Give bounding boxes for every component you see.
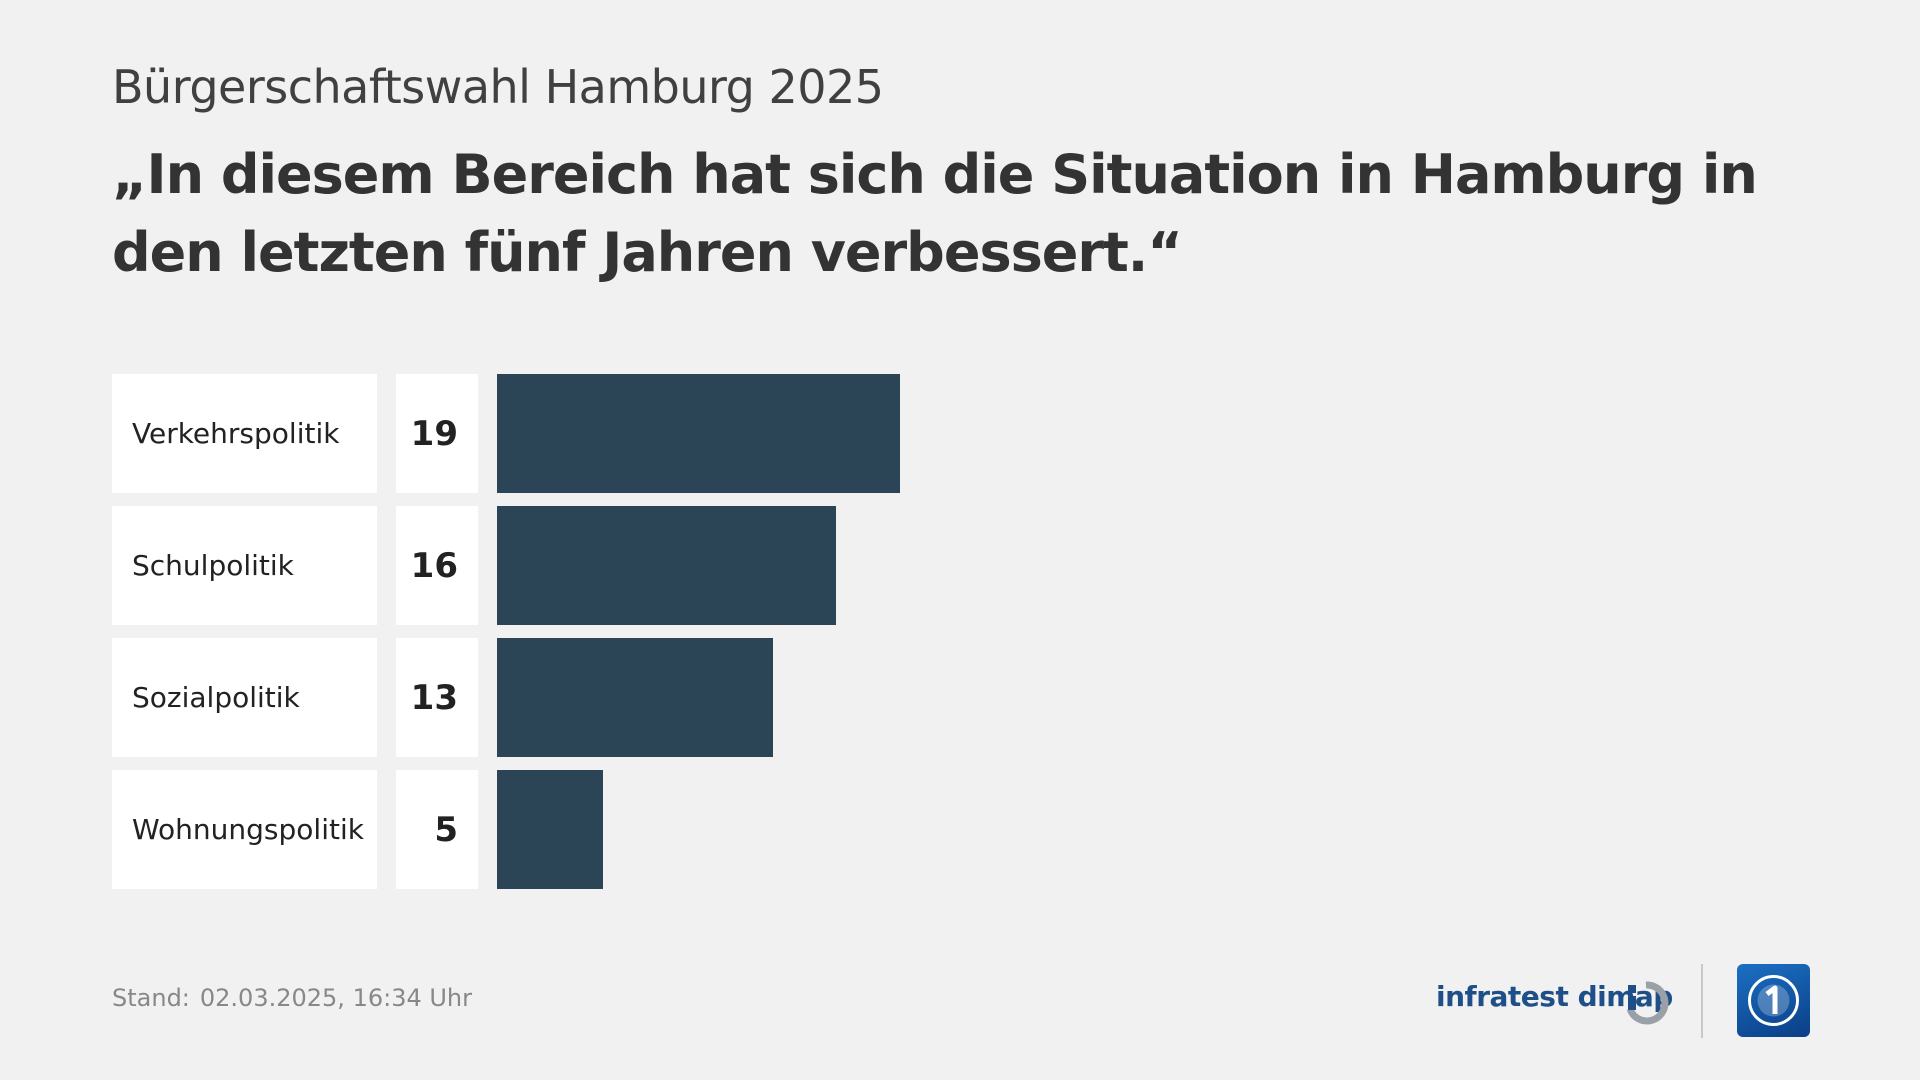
value-label: 19 — [396, 374, 478, 493]
bar — [497, 638, 773, 757]
chart-title: „In diesem Bereich hat sich die Situatio… — [112, 143, 1758, 284]
bar-row: Verkehrspolitik 19 — [112, 374, 1112, 493]
stand-label: Stand: — [112, 984, 190, 1012]
bar — [497, 374, 900, 493]
bar-chart: Verkehrspolitik 19 Schulpolitik 16 Sozialpol… — [112, 374, 1112, 890]
category-label: Schulpolitik — [112, 506, 377, 625]
timestamp: Stand: 02.03.2025, 16:34 Uhr — [112, 984, 472, 1012]
stand-value: 02.03.2025, 16:34 Uhr — [199, 984, 472, 1012]
chart-subtitle: Bürgerschaftswahl Hamburg 2025 — [112, 60, 884, 114]
value-label: 5 — [396, 770, 478, 889]
category-label: Verkehrspolitik — [112, 374, 377, 493]
footer-divider — [1701, 964, 1703, 1038]
bar-row: Schulpolitik 16 — [112, 506, 1112, 625]
value-label: 16 — [396, 506, 478, 625]
bar — [497, 770, 603, 889]
bar-row: Sozialpolitik 13 — [112, 638, 1112, 757]
value-label: 13 — [396, 638, 478, 757]
infratest-dimap-logo-icon — [1626, 981, 1669, 1025]
bar — [497, 506, 836, 625]
category-label: Wohnungspolitik — [112, 770, 377, 889]
bar-row: Wohnungspolitik 5 — [112, 770, 1112, 889]
category-label: Sozialpolitik — [112, 638, 377, 757]
ard-one-logo-icon — [1737, 964, 1810, 1037]
